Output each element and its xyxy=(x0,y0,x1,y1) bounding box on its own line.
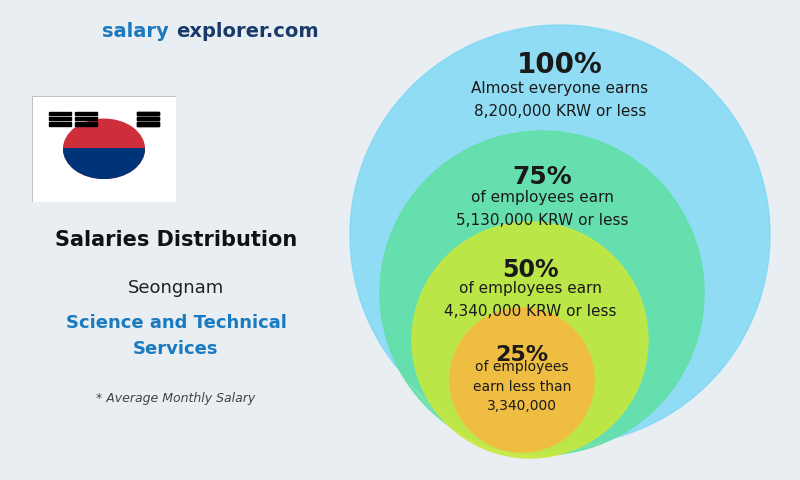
Bar xyxy=(137,122,158,126)
Bar xyxy=(137,112,158,115)
Circle shape xyxy=(350,25,770,445)
Bar xyxy=(75,122,97,126)
Text: 25%: 25% xyxy=(495,345,549,365)
Text: 50%: 50% xyxy=(502,258,558,282)
Text: Almost everyone earns
8,200,000 KRW or less: Almost everyone earns 8,200,000 KRW or l… xyxy=(471,82,649,119)
Text: salary: salary xyxy=(102,22,169,41)
Circle shape xyxy=(380,131,704,455)
Bar xyxy=(137,122,158,126)
Text: Salaries Distribution: Salaries Distribution xyxy=(55,230,297,250)
Text: explorer.com: explorer.com xyxy=(176,22,318,41)
Bar xyxy=(75,117,97,120)
Bar xyxy=(50,112,71,115)
Bar xyxy=(50,117,71,120)
Text: of employees
earn less than
3,340,000: of employees earn less than 3,340,000 xyxy=(473,360,571,413)
Bar xyxy=(137,117,158,120)
Text: of employees earn
5,130,000 KRW or less: of employees earn 5,130,000 KRW or less xyxy=(456,191,628,228)
Wedge shape xyxy=(64,149,144,179)
Text: * Average Monthly Salary: * Average Monthly Salary xyxy=(96,392,256,405)
Text: Science and Technical
Services: Science and Technical Services xyxy=(66,314,286,358)
Bar xyxy=(50,122,71,126)
Text: 100%: 100% xyxy=(517,51,603,79)
Text: Seongnam: Seongnam xyxy=(128,279,224,297)
Circle shape xyxy=(64,119,144,179)
Text: of employees earn
4,340,000 KRW or less: of employees earn 4,340,000 KRW or less xyxy=(444,281,616,319)
Text: 75%: 75% xyxy=(512,165,572,189)
Circle shape xyxy=(450,308,594,452)
Bar xyxy=(75,112,97,115)
Circle shape xyxy=(412,222,648,458)
Bar xyxy=(137,112,158,115)
Bar xyxy=(137,117,158,120)
